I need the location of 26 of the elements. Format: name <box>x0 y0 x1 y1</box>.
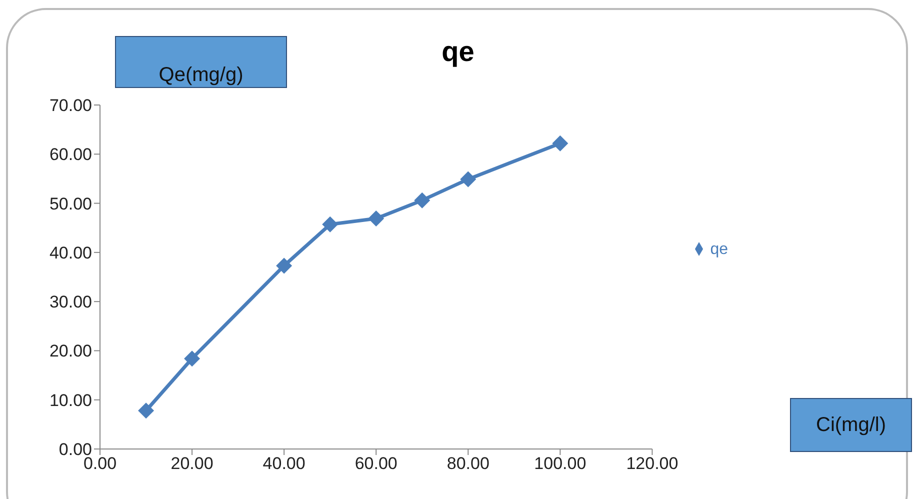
y-tick-label: 50.00 <box>49 194 92 214</box>
x-tick-label: 100.00 <box>534 454 586 474</box>
point <box>276 258 292 274</box>
point <box>368 210 384 227</box>
y-axis-title: Qe(mg/g) <box>115 36 287 88</box>
point <box>138 402 154 419</box>
chart-title: qe <box>442 36 474 67</box>
x-tick-label: 60.00 <box>354 454 398 474</box>
x-tick-label: 0.00 <box>83 454 117 474</box>
y-tick-label: 70.00 <box>49 96 92 116</box>
y-tick-label: 60.00 <box>49 145 92 164</box>
legend-label: qe <box>710 240 728 258</box>
x-tick-label: 80.00 <box>446 454 490 474</box>
y-tick-label: 10.00 <box>49 390 92 410</box>
x-tick-label: 40.00 <box>262 454 306 474</box>
y-tick-label: 20.00 <box>49 342 92 361</box>
point <box>414 192 430 208</box>
x-tick-label: 20.00 <box>170 454 214 474</box>
point <box>322 216 338 232</box>
text: Ci(mg/l) <box>790 398 912 452</box>
x-tick-label: 120.00 <box>626 454 678 474</box>
y-tick-label: 40.00 <box>49 243 92 262</box>
y-tick-label: 30.00 <box>49 292 92 312</box>
point <box>460 171 476 188</box>
point <box>184 350 200 367</box>
point <box>552 135 568 152</box>
